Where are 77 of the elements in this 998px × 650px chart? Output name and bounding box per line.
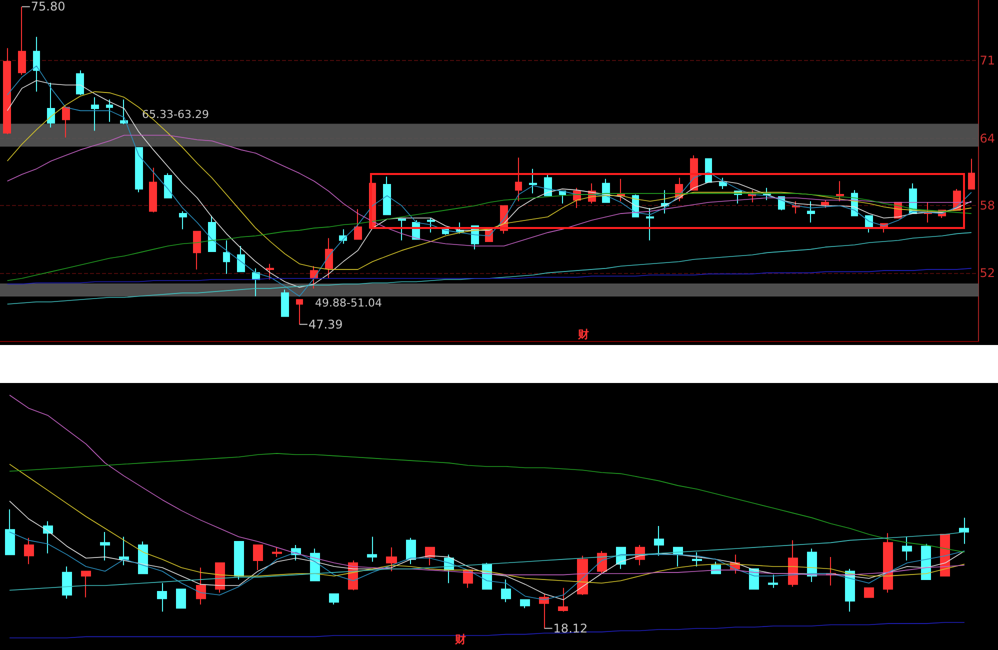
candlestick <box>959 517 969 544</box>
candlestick <box>383 176 391 216</box>
candlestick <box>62 566 72 600</box>
candlestick <box>354 208 362 240</box>
candlestick <box>208 215 216 252</box>
candlestick <box>425 546 435 566</box>
candlestick <box>47 82 55 128</box>
candlestick <box>902 536 912 562</box>
candlestick <box>81 570 91 598</box>
candlestick <box>386 546 397 572</box>
candlestick <box>266 263 274 280</box>
candlestick <box>100 531 110 562</box>
candlestick <box>119 536 129 566</box>
candlestick <box>5 508 15 556</box>
candlestick <box>646 207 654 241</box>
y-tick-label: 71 <box>980 53 996 68</box>
candlestick <box>223 240 230 274</box>
candlestick <box>237 245 245 272</box>
candlestick <box>768 574 778 588</box>
candlestick <box>24 537 34 565</box>
candlestick <box>529 168 537 194</box>
candlestick <box>807 200 815 223</box>
candlestick <box>520 599 530 609</box>
candlestick <box>398 218 406 241</box>
candlestick <box>515 157 522 202</box>
candlestick <box>544 172 552 196</box>
candlestick <box>617 178 625 202</box>
candlestick <box>106 99 113 122</box>
line-series <box>6 134 972 246</box>
y-tick-label: 64 <box>980 132 996 146</box>
candlestick <box>91 96 99 132</box>
candlestick <box>329 593 339 606</box>
candlestick <box>845 568 855 612</box>
candlestick <box>76 70 84 96</box>
band-label: 49.88-51.04 <box>315 296 382 310</box>
candlestick <box>325 238 333 279</box>
candlestick <box>234 540 244 580</box>
candlestick <box>135 147 143 193</box>
annotation: 财 <box>577 328 589 341</box>
candlestick <box>427 218 435 234</box>
annotation: 47.39 <box>308 317 343 332</box>
line-series <box>6 268 972 284</box>
candlestick <box>406 537 416 565</box>
candlestick <box>272 546 282 558</box>
annotation: 18.12 <box>553 621 588 636</box>
candlestick <box>748 190 756 203</box>
candlestick <box>968 158 975 190</box>
candlestick <box>836 180 844 202</box>
candlestick <box>33 36 40 92</box>
candlestick <box>138 540 148 574</box>
candlestick <box>821 200 829 208</box>
text: 财 <box>454 633 466 646</box>
y-tick-label: 52 <box>980 266 996 280</box>
candlestick <box>179 210 187 230</box>
candlestick <box>196 567 206 606</box>
candlestick <box>43 520 53 554</box>
candlestick <box>253 544 263 571</box>
candlestick <box>921 543 931 580</box>
annotation: 75.80 <box>30 0 66 14</box>
candlestick <box>215 562 225 594</box>
candlestick <box>62 106 70 138</box>
candlestick <box>164 172 172 198</box>
y-tick-label: 58 <box>980 198 996 213</box>
line-series <box>6 232 972 305</box>
candlestick <box>193 230 201 270</box>
candlestick <box>120 99 128 125</box>
candlestick <box>157 582 167 612</box>
candlestick <box>281 289 289 317</box>
candlestick <box>149 167 157 213</box>
candlestick <box>176 588 186 609</box>
candlestick <box>883 532 893 594</box>
candlestick <box>501 579 511 603</box>
candlestick <box>367 536 377 562</box>
candlestick <box>558 587 568 612</box>
candlestick <box>864 587 874 598</box>
candlestick <box>654 526 664 556</box>
candlestick <box>3 48 11 135</box>
